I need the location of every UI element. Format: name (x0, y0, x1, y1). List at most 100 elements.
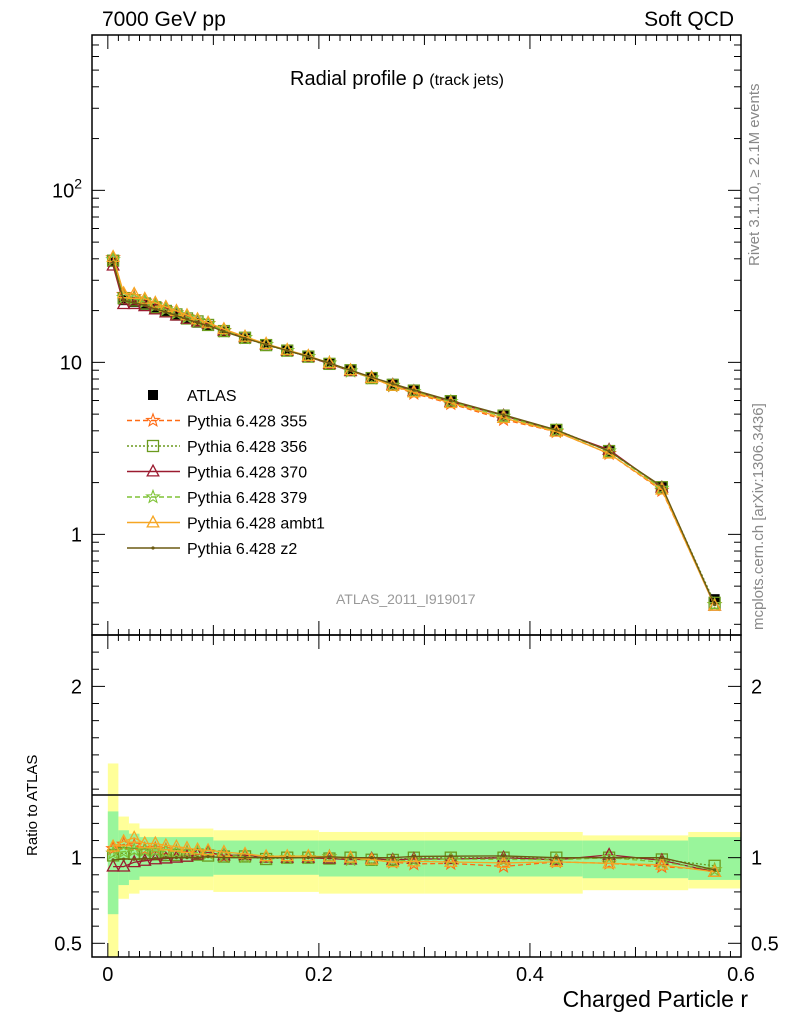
data-point (206, 323, 210, 327)
series-pythia-6-428-z2 (111, 261, 717, 607)
ratio-point (554, 856, 558, 860)
legend-item-atlas: ATLAS (148, 388, 237, 405)
ratio-point (301, 848, 316, 862)
legend-marker (146, 463, 160, 477)
data-point (707, 597, 722, 611)
data-point (385, 377, 401, 392)
ratio-point (385, 854, 400, 868)
ratio-band-stat (688, 837, 741, 880)
x-tick-label: 0 (102, 964, 113, 986)
ratio-point (206, 855, 210, 859)
ratio-point (501, 854, 506, 858)
legend-label: Pythia 6.428 z2 (187, 541, 297, 558)
series-line-pythia-6-428-z2 (112, 262, 716, 605)
ratio-point (706, 861, 723, 877)
ratio-point (122, 857, 126, 861)
ratio-point (137, 835, 152, 849)
chart-title: Radial profile ρ (track jets) (290, 68, 504, 91)
ratio-panel: 0.5 0.5 1 1 2 2 0 0.2 0.4 0.6 (54, 634, 779, 986)
ratio-point (264, 856, 268, 860)
ratio-y-tick-label: 0.5 (54, 933, 82, 955)
ratio-point (280, 848, 295, 862)
ratio-point (713, 868, 717, 872)
ratio-point (443, 851, 458, 865)
ratio-point (607, 856, 611, 860)
chart-title-main: Radial profile ρ (290, 68, 424, 90)
ratio-line-pythia-6-428-355 (112, 843, 715, 871)
ratio-point (132, 857, 136, 861)
data-point (327, 361, 332, 365)
ratio-point (259, 848, 273, 862)
data-point (496, 410, 511, 424)
rivet-version-label: Rivet 3.1.10, ≥ 2.1M events (746, 83, 763, 267)
ratio-point (190, 841, 205, 855)
ratio-y-tick-label-right: 1 (751, 848, 762, 870)
ratio-point (106, 858, 120, 872)
ratio-point (116, 858, 131, 872)
data-point (285, 349, 289, 353)
data-point (201, 315, 215, 328)
ratio-point (285, 856, 289, 860)
data-point (443, 395, 458, 409)
ratio-point (201, 842, 215, 856)
ratio-point (343, 849, 358, 863)
legend: ATLAS Pythia 6.428 355 Pythia 6.428 356 Pyt… (127, 388, 325, 558)
ratio-point (306, 856, 310, 860)
legend-item-pythia-6-428-379: Pythia 6.428 379 (127, 488, 307, 507)
ratio-point (406, 853, 421, 867)
legend-marker (148, 390, 158, 400)
data-point (222, 329, 226, 334)
data-point (148, 295, 163, 308)
ratio-point (654, 857, 669, 870)
legend-label: Pythia 6.428 ambt1 (187, 516, 325, 533)
data-point (127, 286, 142, 299)
ratio-y-tick-label-right: 2 (751, 676, 762, 698)
ratio-point (707, 864, 722, 877)
legend-marker (151, 546, 155, 550)
data-point (713, 603, 717, 607)
ratio-point (660, 856, 664, 860)
legend-marker (146, 439, 160, 453)
ratio-point (549, 854, 564, 867)
legend-marker (146, 514, 160, 528)
legend-label: Pythia 6.428 355 (187, 414, 307, 431)
legend-marker (145, 488, 161, 504)
data-point (243, 336, 247, 340)
ratio-point (370, 856, 374, 860)
ratio-frame (91, 634, 742, 958)
data-point (164, 310, 168, 314)
data-point (706, 596, 723, 612)
data-point (264, 342, 268, 347)
y-tick-label: 1 (71, 524, 82, 546)
y-tick-label: 10 (60, 352, 82, 374)
x-tick-label: 0.4 (516, 964, 544, 986)
x-tick-label: 0.6 (727, 964, 755, 986)
ratio-point (164, 856, 168, 860)
x-tick-label: 0.2 (305, 964, 333, 986)
chart-title-suffix: (track jets) (429, 72, 504, 89)
ratio-point (602, 855, 616, 869)
legend-marker (145, 412, 161, 428)
ratio-point (111, 858, 115, 862)
ratio-line-pythia-6-428-ambt1 (112, 837, 715, 873)
legend-item-pythia-6-428-z2: Pythia 6.428 z2 (127, 541, 297, 558)
ratio-point (174, 856, 179, 860)
legend-item-pythia-6-428-370: Pythia 6.428 370 (127, 463, 307, 482)
mcplots-reference-label: mcplots.cern.ch [arXiv:1306.3436] (750, 403, 767, 630)
ratio-point (322, 849, 337, 862)
ratio-point (115, 843, 132, 859)
ratio-point (391, 856, 395, 860)
data-point (654, 481, 669, 495)
data-point (238, 328, 252, 342)
x-axis-label: Charged Particle r (562, 986, 748, 1012)
analysis-id-label: ATLAS_2011_I919017 (336, 591, 476, 607)
ratio-point (321, 848, 338, 864)
ratio-point (327, 855, 332, 859)
ratio-point (195, 856, 200, 860)
ratio-point (549, 852, 564, 865)
data-point (495, 408, 512, 424)
data-point (143, 303, 147, 307)
ratio-point (406, 852, 422, 867)
data-point (153, 307, 157, 311)
